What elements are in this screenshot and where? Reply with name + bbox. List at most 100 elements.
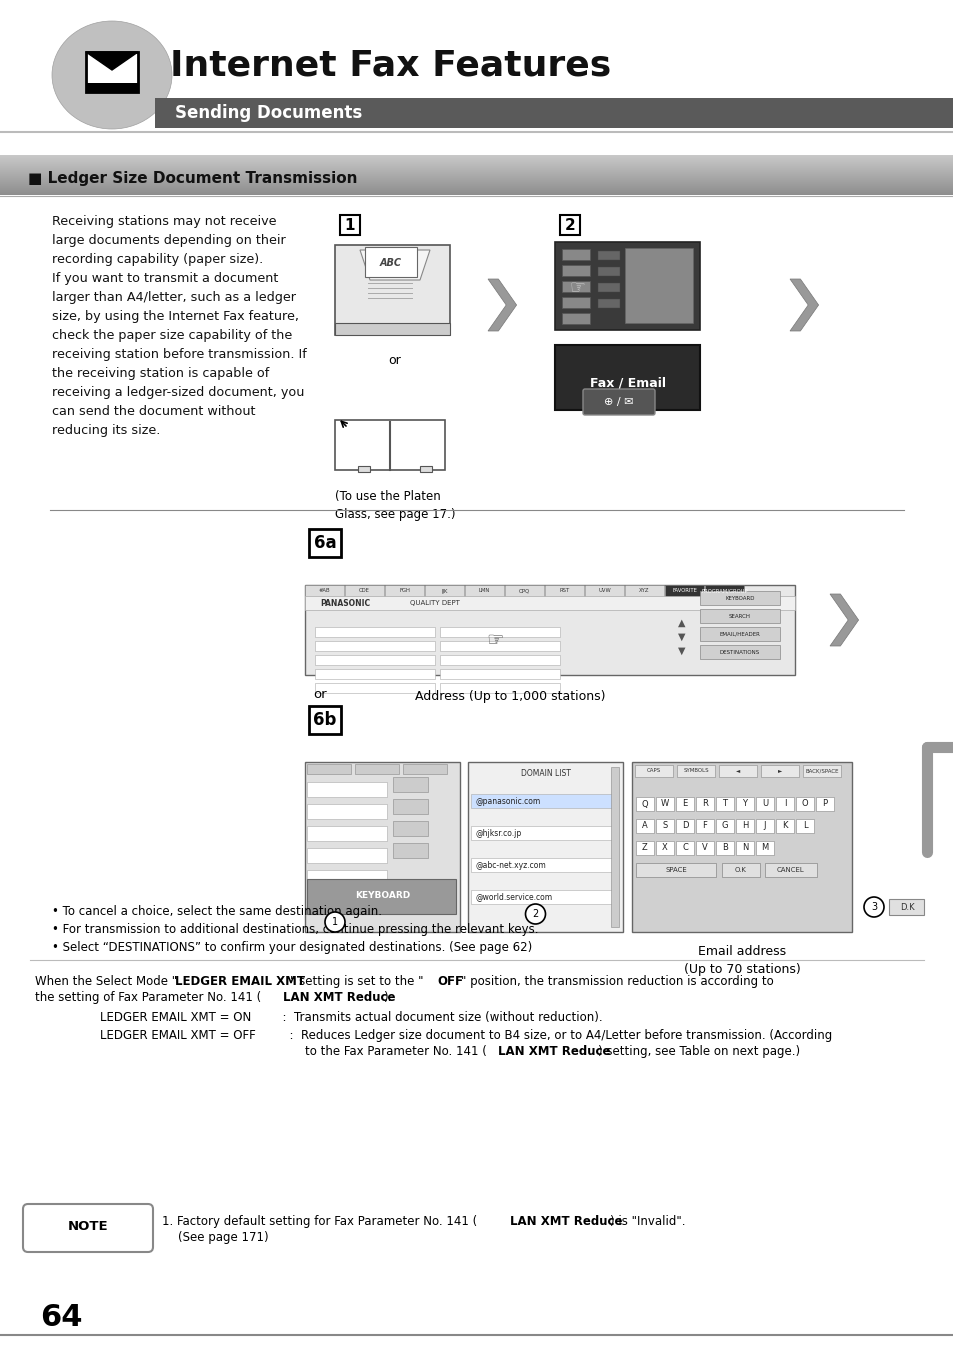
Text: or: or <box>313 689 326 701</box>
FancyBboxPatch shape <box>23 1204 152 1252</box>
Bar <box>775 819 793 834</box>
Bar <box>314 669 435 680</box>
Text: 6b: 6b <box>313 711 336 730</box>
Text: Address (Up to 1,000 stations): Address (Up to 1,000 stations) <box>415 690 604 703</box>
Bar <box>760 765 799 777</box>
Text: LEDGER EMAIL XMT = OFF: LEDGER EMAIL XMT = OFF <box>100 1029 255 1042</box>
Text: BACK/SPACE: BACK/SPACE <box>804 769 838 774</box>
Text: LAN XMT Reduce: LAN XMT Reduce <box>510 1215 622 1228</box>
Bar <box>700 590 780 605</box>
Bar <box>307 765 351 774</box>
Bar <box>402 765 447 774</box>
Bar <box>561 313 589 324</box>
Text: NOTE: NOTE <box>68 1220 109 1232</box>
Text: C: C <box>681 843 687 852</box>
Text: DOMAIN LIST: DOMAIN LIST <box>520 770 570 778</box>
Bar <box>676 797 693 811</box>
Bar <box>656 819 673 834</box>
Text: to the Fax Parameter No. 141 (: to the Fax Parameter No. 141 ( <box>305 1046 486 1058</box>
Bar <box>439 640 559 651</box>
Text: " position, the transmission reduction is according to: " position, the transmission reduction i… <box>460 975 773 988</box>
Text: ▼: ▼ <box>678 632 685 642</box>
Bar <box>86 51 138 92</box>
Text: Internet Fax Features: Internet Fax Features <box>170 49 611 82</box>
Text: 1: 1 <box>332 917 337 927</box>
Text: SPACE: SPACE <box>664 867 686 873</box>
Bar <box>635 765 672 777</box>
Text: FGH: FGH <box>398 589 410 593</box>
Bar <box>335 420 444 470</box>
Bar <box>314 627 435 638</box>
Text: ■ Ledger Size Document Transmission: ■ Ledger Size Document Transmission <box>28 170 357 185</box>
Text: LAN XMT Reduce: LAN XMT Reduce <box>283 992 395 1004</box>
Text: ) is "Invalid".: ) is "Invalid". <box>609 1215 685 1228</box>
Text: RST: RST <box>558 589 569 593</box>
Bar <box>305 596 794 611</box>
Text: :  Reduces Ledger size document to B4 size, or to A4/Letter before transmission.: : Reduces Ledger size document to B4 siz… <box>282 1029 831 1042</box>
Text: P: P <box>821 800 826 808</box>
Text: X: X <box>661 843 667 852</box>
Bar <box>314 655 435 665</box>
Bar <box>700 609 780 623</box>
Text: KEYBOARD: KEYBOARD <box>724 596 754 600</box>
Bar <box>721 863 760 877</box>
Text: ) setting, see Table on next page.): ) setting, see Table on next page.) <box>598 1046 800 1058</box>
Bar <box>307 782 387 797</box>
Bar <box>385 585 423 597</box>
Bar <box>795 819 813 834</box>
Text: Q: Q <box>641 800 648 808</box>
Text: @hjksr.co.jp: @hjksr.co.jp <box>476 828 521 838</box>
Bar <box>636 797 654 811</box>
Text: LMN: LMN <box>478 589 490 593</box>
Text: CDE: CDE <box>358 589 370 593</box>
FancyBboxPatch shape <box>309 530 340 557</box>
Bar <box>544 585 583 597</box>
Text: CAPS: CAPS <box>646 769 660 774</box>
Bar <box>561 265 589 276</box>
FancyBboxPatch shape <box>339 215 359 235</box>
Bar <box>888 898 923 915</box>
Text: T: T <box>721 800 727 808</box>
Bar <box>636 819 654 834</box>
Bar <box>719 765 757 777</box>
Text: ☞: ☞ <box>569 278 585 296</box>
Bar <box>0 0 953 130</box>
Bar <box>355 765 398 774</box>
Bar <box>439 655 559 665</box>
Text: " setting is set to the ": " setting is set to the " <box>290 975 423 988</box>
Bar <box>305 762 459 932</box>
Bar <box>795 797 813 811</box>
FancyBboxPatch shape <box>419 466 432 471</box>
Text: KEYBOARD: KEYBOARD <box>355 892 410 901</box>
Text: 3: 3 <box>870 902 876 912</box>
Text: 1: 1 <box>344 218 355 232</box>
Bar <box>305 585 344 597</box>
Bar <box>631 762 851 932</box>
Text: LEDGER EMAIL XMT: LEDGER EMAIL XMT <box>174 975 305 988</box>
Text: DESTINATIONS: DESTINATIONS <box>720 650 760 654</box>
Text: 6a: 6a <box>314 534 336 553</box>
Text: EMAIL/HEADER: EMAIL/HEADER <box>719 631 760 636</box>
Bar <box>393 777 428 792</box>
FancyBboxPatch shape <box>309 707 340 734</box>
Bar <box>504 585 543 597</box>
Bar <box>335 323 450 335</box>
Bar <box>755 797 773 811</box>
Bar <box>696 842 713 855</box>
Text: :  Transmits actual document size (without reduction).: : Transmits actual document size (withou… <box>274 1011 602 1024</box>
Bar <box>307 804 387 819</box>
Text: Email address
(Up to 70 stations): Email address (Up to 70 stations) <box>683 944 800 975</box>
Text: ►: ► <box>777 769 781 774</box>
Bar <box>307 825 387 842</box>
Text: • To cancel a choice, select the same destination again.: • To cancel a choice, select the same de… <box>52 905 381 917</box>
Text: 2: 2 <box>532 909 538 919</box>
Bar <box>775 797 793 811</box>
Bar <box>471 825 616 840</box>
Text: @world.service.com: @world.service.com <box>476 893 553 901</box>
Text: D: D <box>681 821 687 831</box>
Text: ABC: ABC <box>379 258 401 267</box>
Text: @abc-net.xyz.com: @abc-net.xyz.com <box>476 861 546 870</box>
Bar <box>307 848 387 863</box>
Bar <box>584 585 623 597</box>
Text: QUALITY DEPT: QUALITY DEPT <box>410 600 459 607</box>
